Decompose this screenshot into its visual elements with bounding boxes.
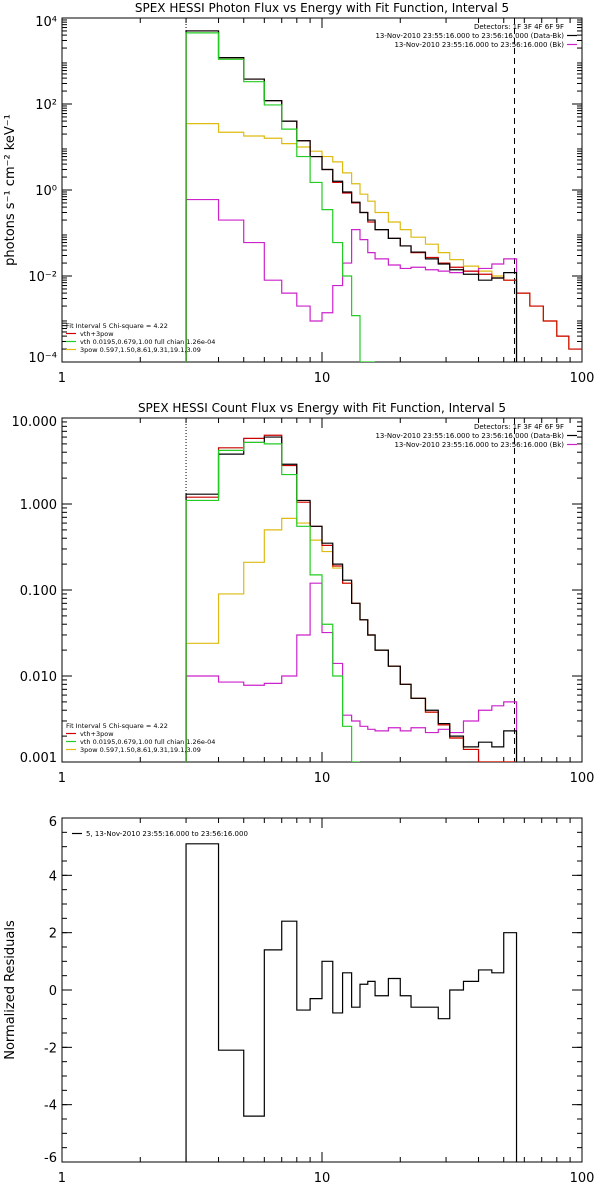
x-tick-label: 10 [314, 371, 331, 386]
y-tick-label: -4 [44, 1099, 57, 1114]
legend-right-entry: 13-Nov-2010 23:55:16.000 to 23:56:16.000… [394, 441, 564, 449]
y-tick-label: 0.001 [20, 751, 57, 766]
legend-right-entry: Detectors: 1F 3F 4F 6F 9F [474, 423, 564, 431]
x-tick-label: 1 [58, 371, 66, 386]
series-data-bk [185, 436, 518, 762]
y-tick-label: 0.010 [20, 670, 57, 685]
y-tick-label: 10⁻² [28, 270, 57, 285]
legend-right-entry: 13-Nov-2010 23:55:16.000 to 23:56:16.000… [375, 32, 564, 40]
chart-title: SPEX HESSI Count Flux vs Energy with Fit… [138, 401, 506, 415]
legend-left-entry: vth+3pow [80, 330, 114, 338]
y-tick-label: 10⁻⁴ [28, 351, 57, 366]
series-vth [185, 32, 376, 362]
x-tick-label: 100 [570, 771, 595, 786]
series-5-13-nov-2010-23-55-16-000-to-23-56-16-000 [185, 843, 518, 1162]
y-axis-label: Normalized Residuals [3, 920, 18, 1060]
legend-left-entry: vth 0.0195,0.679,1.00 full chian 1.26e-0… [80, 738, 215, 746]
legend-left-entry: 3pow 0.597,1.50,8.61,9.31,19.1,3.09 [80, 346, 201, 354]
legend-left-entry: vth 0.0195,0.679,1.00 full chian 1.26e-0… [80, 338, 215, 346]
x-tick-label: 100 [570, 371, 595, 386]
plot-area [185, 18, 582, 362]
series-bk [185, 582, 518, 762]
y-tick-label: 1.000 [20, 498, 57, 513]
y-tick-label: 2 [49, 927, 57, 942]
x-tick-label: 100 [570, 1171, 595, 1186]
y-tick-label: 10⁰ [35, 184, 57, 199]
y-tick-label: -2 [44, 1041, 57, 1056]
series-data-bk [185, 30, 518, 362]
legend-right-entry: 13-Nov-2010 23:55:16.000 to 23:56:16.000… [394, 41, 564, 49]
chart-3: 1 10 100 -6 -4 -2 0 2 4 6 Normalized Residuals 5, 1… [3, 815, 594, 1186]
plot-area [185, 843, 518, 1162]
legend-right-entry: 13-Nov-2010 23:55:16.000 to 23:56:16.000… [375, 432, 564, 440]
y-tick-label: 10² [35, 98, 57, 113]
series-vth-3pow [185, 30, 582, 362]
legend-left-entry: Fit Interval 5 Chi-square = 4.22 [66, 722, 168, 730]
y-tick-label: 4 [49, 869, 57, 884]
x-tick-label: 10 [314, 771, 331, 786]
y-tick-label: 0.100 [20, 584, 57, 599]
plot-area [185, 418, 518, 762]
series-vth [185, 441, 360, 762]
y-tick-label: 6 [49, 815, 57, 830]
y-tick-label: -6 [44, 1151, 57, 1166]
legend-right-entry: Detectors: 1F 3F 4F 6F 9F [474, 23, 564, 31]
legend-left-entry: Fit Interval 5 Chi-square = 4.22 [66, 322, 168, 330]
y-tick-label: 0 [49, 984, 57, 999]
x-tick-label: 10 [314, 1171, 331, 1186]
chart-title: SPEX HESSI Photon Flux vs Energy with Fi… [135, 1, 509, 15]
series-3pow [185, 517, 517, 762]
legend-left-entry: vth+3pow [80, 730, 114, 738]
x-tick-label: 1 [58, 1171, 66, 1186]
y-axis-label: photons s⁻¹ cm⁻² keV⁻¹ [3, 114, 18, 266]
legend-left-entry: 3pow 0.597,1.50,8.61,9.31,19.1,3.09 [80, 746, 201, 754]
y-tick-label: 10.000 [12, 415, 58, 430]
legend-entry: 5, 13-Nov-2010 23:55:16.000 to 23:56:16.… [86, 830, 248, 838]
y-tick-label: 10⁴ [35, 15, 57, 30]
chart-1: SPEX HESSI Photon Flux vs Energy with Fi… [3, 1, 594, 386]
x-tick-label: 1 [58, 771, 66, 786]
chart-2: SPEX HESSI Count Flux vs Energy with Fit… [12, 401, 595, 786]
